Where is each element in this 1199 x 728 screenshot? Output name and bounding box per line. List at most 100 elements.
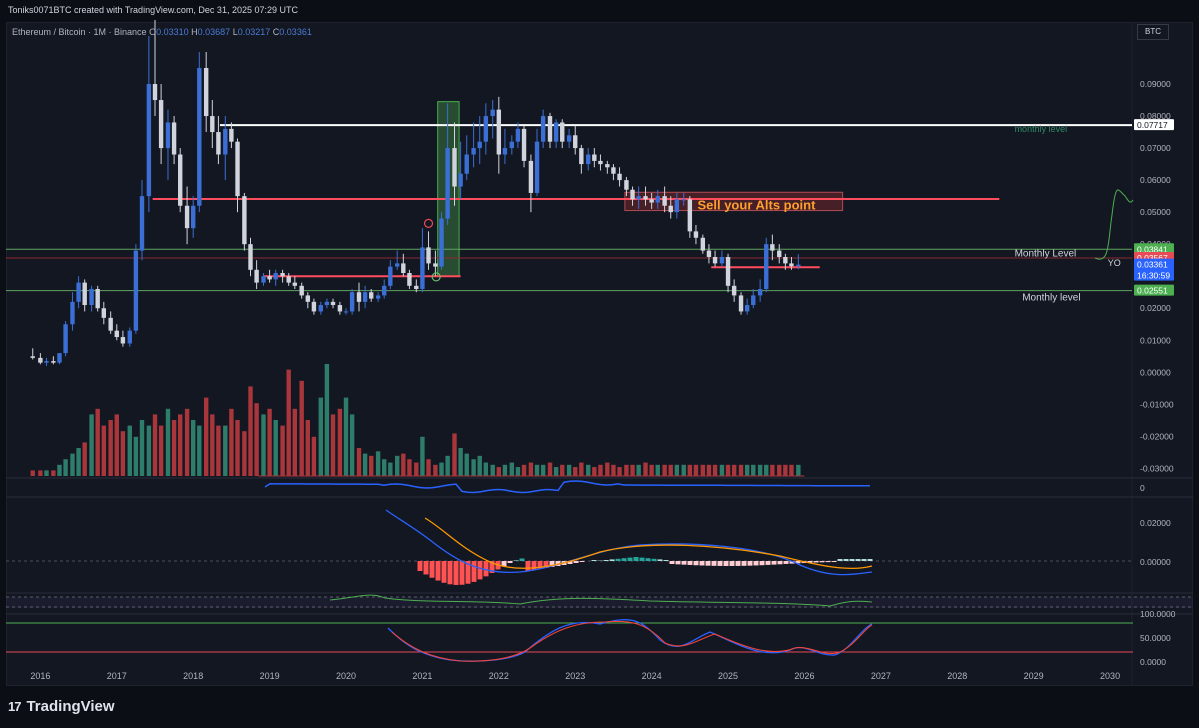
candle-body[interactable] <box>757 289 763 296</box>
candle-body[interactable] <box>267 276 272 280</box>
price-axis-label[interactable] <box>1134 284 1174 296</box>
candle-body[interactable] <box>337 305 343 312</box>
price-axis-label[interactable] <box>1134 243 1174 255</box>
candle-body[interactable] <box>44 361 49 363</box>
candle-body[interactable] <box>229 128 234 142</box>
candle-body[interactable] <box>311 301 317 312</box>
candle-body[interactable] <box>420 247 425 290</box>
candle-body[interactable] <box>636 196 641 200</box>
candle-body[interactable] <box>171 122 177 155</box>
candle-body[interactable] <box>598 160 603 165</box>
candle-body[interactable] <box>553 122 559 142</box>
candle-body[interactable] <box>382 285 387 296</box>
candle-body[interactable] <box>375 295 381 299</box>
candle-body[interactable] <box>254 269 259 283</box>
candle-body[interactable] <box>592 154 597 161</box>
candle-body[interactable] <box>643 196 648 200</box>
symbol-legend[interactable]: Ethereum / Bitcoin · 1M · Binance O0.033… <box>12 27 312 37</box>
candle-body[interactable] <box>477 141 482 149</box>
candle-body[interactable] <box>764 244 769 290</box>
tradingview-logo[interactable]: 17 TradingView <box>8 698 115 715</box>
candle-body[interactable] <box>712 256 718 264</box>
candle-body[interactable] <box>725 256 731 286</box>
candle-body[interactable] <box>82 282 87 306</box>
candle-body[interactable] <box>528 160 534 193</box>
candle-body[interactable] <box>349 292 355 312</box>
candle-body[interactable] <box>496 109 502 155</box>
candle-body[interactable] <box>605 164 610 168</box>
candle-body[interactable] <box>719 256 725 264</box>
candle-body[interactable] <box>223 128 228 155</box>
candle-body[interactable] <box>573 135 578 149</box>
candle-body[interactable] <box>203 68 209 117</box>
candle-body[interactable] <box>261 276 266 283</box>
candle-body[interactable] <box>579 148 584 165</box>
candle-body[interactable] <box>210 116 215 133</box>
candle-body[interactable] <box>216 132 221 155</box>
candle-body[interactable] <box>305 295 311 302</box>
candle-body[interactable] <box>414 285 419 290</box>
candle-body[interactable] <box>770 244 775 251</box>
signal-marker[interactable] <box>431 272 441 282</box>
candle-body[interactable] <box>649 199 654 203</box>
candle-body[interactable] <box>439 218 444 267</box>
candle-body[interactable] <box>540 116 546 142</box>
candle-body[interactable] <box>146 84 152 197</box>
candle-body[interactable] <box>127 330 132 344</box>
chart-panel[interactable] <box>6 22 1193 686</box>
candle-body[interactable] <box>452 148 457 187</box>
candle-body[interactable] <box>744 305 750 312</box>
signal-marker[interactable] <box>423 218 434 228</box>
candle-body[interactable] <box>687 199 693 232</box>
candle-body[interactable] <box>700 237 706 251</box>
candle-body[interactable] <box>108 317 113 331</box>
candle-body[interactable] <box>30 356 35 358</box>
candle-body[interactable] <box>738 295 744 312</box>
candle-body[interactable] <box>70 301 75 325</box>
candle-body[interactable] <box>668 205 673 213</box>
candle-body[interactable] <box>184 205 190 229</box>
candle-body[interactable] <box>515 128 521 142</box>
candle-body[interactable] <box>178 154 183 206</box>
candle-body[interactable] <box>521 128 527 161</box>
candle-body[interactable] <box>133 250 139 331</box>
candle-body[interactable] <box>38 357 43 363</box>
zone-box[interactable] <box>624 191 844 212</box>
candle-body[interactable] <box>388 266 393 286</box>
candle-body[interactable] <box>120 337 126 344</box>
candle-body[interactable] <box>362 292 368 302</box>
candle-body[interactable] <box>566 135 572 142</box>
candle-body[interactable] <box>433 263 438 267</box>
candle-body[interactable] <box>76 282 81 302</box>
candle-body[interactable] <box>674 199 680 213</box>
currency-box[interactable]: BTC <box>1137 24 1169 40</box>
candle-body[interactable] <box>286 276 291 283</box>
candle-body[interactable] <box>693 231 699 238</box>
candle-body[interactable] <box>318 305 323 312</box>
candle-body[interactable] <box>547 116 553 142</box>
candle-body[interactable] <box>611 167 616 174</box>
candle-body[interactable] <box>248 244 253 270</box>
candle-body[interactable] <box>324 301 330 306</box>
candle-body[interactable] <box>330 301 336 306</box>
candle-body[interactable] <box>464 154 469 174</box>
candle-body[interactable] <box>655 196 660 203</box>
candle-body[interactable] <box>445 148 450 219</box>
candle-body[interactable] <box>471 148 476 155</box>
candle-body[interactable] <box>483 116 489 142</box>
candle-body[interactable] <box>57 353 62 363</box>
candle-body[interactable] <box>63 324 68 354</box>
candle-body[interactable] <box>95 289 100 309</box>
candle-body[interactable] <box>165 122 171 149</box>
candle-body[interactable] <box>731 285 737 296</box>
candle-body[interactable] <box>630 189 635 200</box>
candle-body[interactable] <box>197 68 202 206</box>
candle-body[interactable] <box>426 247 431 264</box>
candle-body[interactable] <box>235 141 240 197</box>
candle-body[interactable] <box>509 141 515 149</box>
candle-body[interactable] <box>280 273 285 277</box>
candle-body[interactable] <box>242 196 247 245</box>
candle-body[interactable] <box>401 263 406 274</box>
candle-body[interactable] <box>706 250 712 257</box>
candle-body[interactable] <box>407 273 412 286</box>
